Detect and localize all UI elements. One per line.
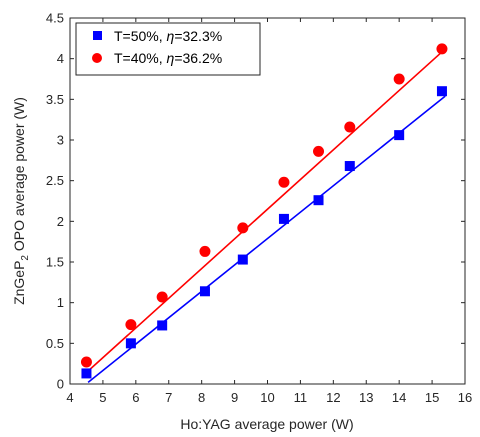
data-point-series-1: [237, 254, 248, 265]
y-axis-ticks: 0 0.5 1 1.5 2 2.5 3 3.5 4 4.5: [46, 11, 465, 392]
y-tick-label: 2.5: [46, 173, 64, 188]
data-point-series-2: [393, 73, 405, 85]
fit-line-series-2: [87, 48, 446, 372]
data-point-series-1: [157, 320, 168, 331]
x-tick-label: 4: [66, 390, 73, 405]
x-tick-label: 16: [458, 390, 472, 405]
y-axis-label-subscript: 2: [20, 255, 31, 261]
y-tick-label: 1.5: [46, 255, 64, 270]
y-tick-label: 0: [57, 377, 64, 392]
data-point-series-1: [81, 368, 92, 379]
data-point-series-2: [80, 356, 92, 368]
data-point-series-1: [199, 286, 210, 297]
legend-label-series-2-suffix: =36.2%: [174, 50, 222, 66]
data-point-series-1: [125, 338, 136, 349]
legend: T=50%, η=32.3% T=40%, η=36.2%: [75, 22, 261, 76]
fit-line-series-1: [87, 95, 446, 383]
data-point-series-1: [394, 130, 405, 141]
data-point-series-1: [278, 213, 289, 224]
y-axis-label-main: ZnGeP: [11, 261, 27, 305]
data-point-series-1: [313, 195, 324, 206]
legend-label-series-1-eta: η: [167, 28, 175, 44]
legend-label-series-1-prefix: T=50%,: [114, 28, 167, 44]
legend-label-series-2-prefix: T=40%,: [114, 50, 167, 66]
legend-label-series-1: T=50%, η=32.3%: [114, 28, 222, 44]
x-axis-label: Ho:YAG average power (W): [180, 416, 353, 432]
y-tick-label: 1: [57, 295, 64, 310]
data-point-series-2: [237, 222, 249, 234]
legend-label-series-2: T=40%, η=36.2%: [114, 50, 222, 66]
x-tick-label: 6: [132, 390, 139, 405]
legend-label-series-1-suffix: =32.3%: [174, 28, 222, 44]
y-tick-label: 0.5: [46, 336, 64, 351]
x-tick-label: 9: [231, 390, 238, 405]
y-tick-label: 2: [57, 214, 64, 229]
data-point-series-2: [278, 176, 290, 188]
x-tick-label: 13: [359, 390, 373, 405]
legend-marker-series-2: [92, 53, 102, 63]
y-tick-label: 3.5: [46, 92, 64, 107]
data-point-series-2: [436, 43, 448, 55]
legend-marker-series-1: [93, 31, 102, 40]
data-point-series-2: [344, 121, 356, 133]
data-point-series-2: [156, 291, 168, 303]
x-tick-label: 15: [425, 390, 439, 405]
data-point-series-1: [436, 86, 447, 97]
legend-box: [75, 22, 261, 76]
data-point-series-2: [125, 319, 137, 331]
y-tick-label: 3: [57, 133, 64, 148]
x-tick-label: 11: [294, 390, 308, 405]
data-markers: [80, 43, 448, 379]
y-tick-label: 4: [57, 51, 64, 66]
x-tick-label: 10: [260, 390, 274, 405]
x-tick-label: 12: [326, 390, 340, 405]
x-tick-label: 14: [392, 390, 406, 405]
data-point-series-2: [199, 245, 211, 257]
y-axis-label-rest: OPO average power (W): [11, 97, 27, 255]
y-axis-label: ZnGeP2 OPO average power (W): [11, 97, 31, 305]
fit-lines: [87, 48, 446, 383]
x-axis-ticks: 4 5 6 7 8 9 10 11 12 13 14 15 16: [66, 18, 472, 405]
data-point-series-1: [344, 161, 355, 172]
x-tick-label: 5: [99, 390, 106, 405]
x-tick-label: 8: [198, 390, 205, 405]
x-tick-label: 7: [165, 390, 172, 405]
y-tick-label: 4.5: [46, 11, 64, 26]
legend-label-series-2-eta: η: [167, 50, 175, 66]
data-point-series-2: [313, 145, 325, 157]
